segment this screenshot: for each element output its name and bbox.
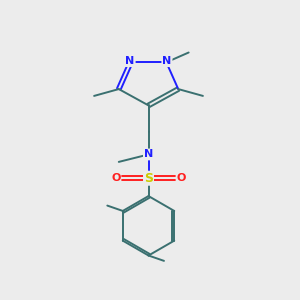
Text: N: N xyxy=(162,56,172,66)
Text: O: O xyxy=(176,173,186,183)
Text: N: N xyxy=(125,56,135,66)
Text: S: S xyxy=(144,172,153,185)
Text: O: O xyxy=(111,173,121,183)
Text: N: N xyxy=(144,149,153,160)
